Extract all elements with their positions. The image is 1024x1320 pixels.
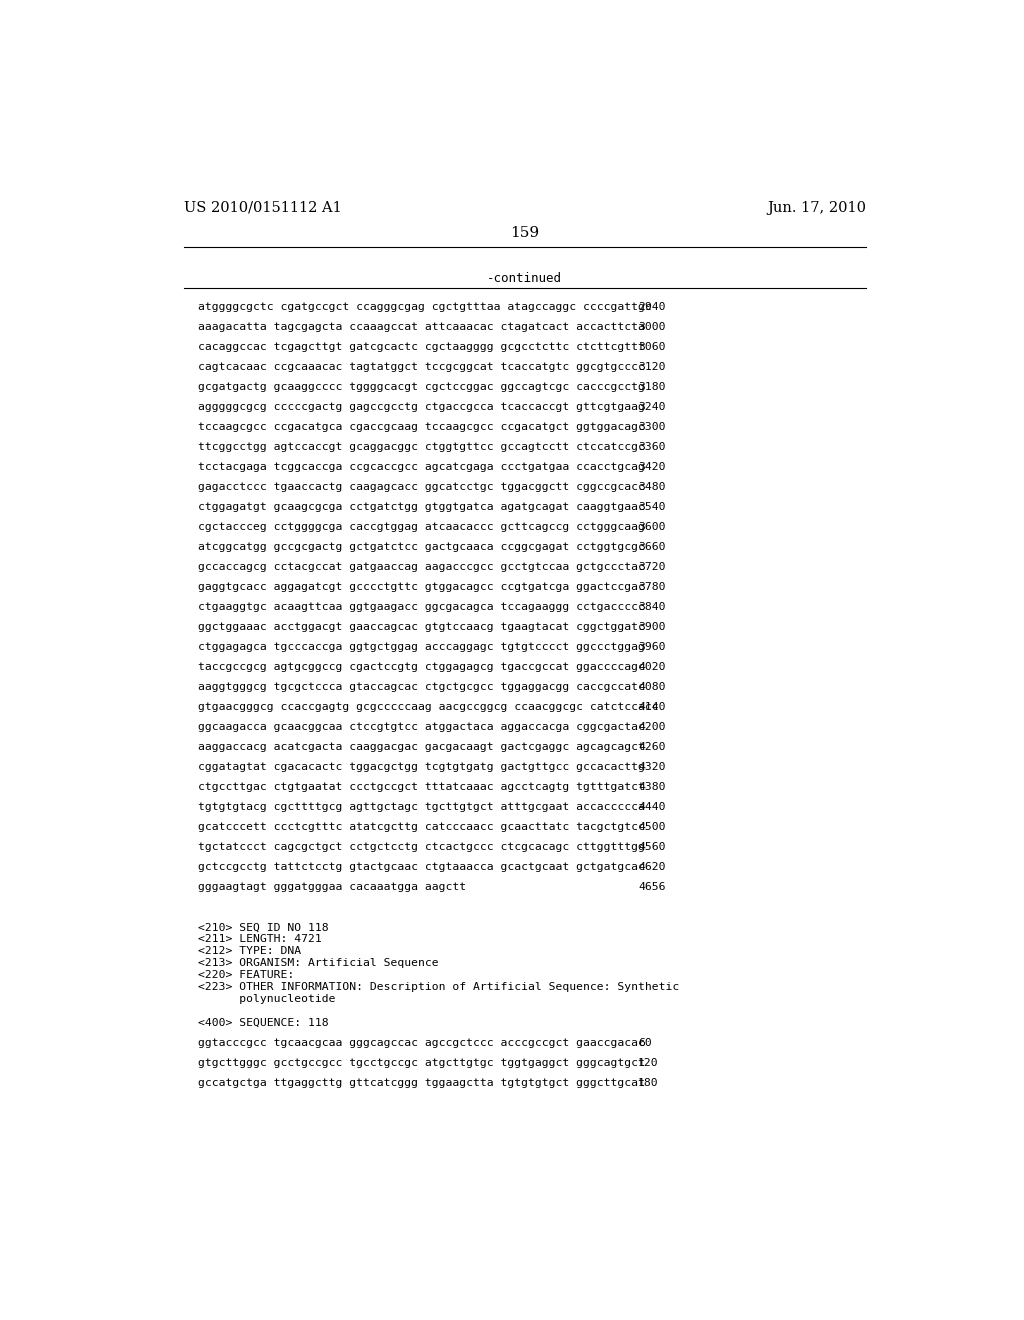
Text: ctgaaggtgc acaagttcaa ggtgaagacc ggcgacagca tccagaaggg cctgaccccc: ctgaaggtgc acaagttcaa ggtgaagacc ggcgaca… <box>198 602 645 612</box>
Text: ggctggaaac acctggacgt gaaccagcac gtgtccaacg tgaagtacat cggctggatc: ggctggaaac acctggacgt gaaccagcac gtgtcca… <box>198 622 645 632</box>
Text: 2940: 2940 <box>638 302 666 312</box>
Text: atggggcgctc cgatgccgct ccagggcgag cgctgtttaa atagccaggc ccccgattgc: atggggcgctc cgatgccgct ccagggcgag cgctgt… <box>198 302 651 312</box>
Text: 3360: 3360 <box>638 442 666 451</box>
Text: cgctaccceg cctggggcga caccgtggag atcaacaccc gcttcagccg cctgggcaag: cgctaccceg cctggggcga caccgtggag atcaaca… <box>198 521 645 532</box>
Text: aaagacatta tagcgagcta ccaaagccat attcaaacac ctagatcact accacttcta: aaagacatta tagcgagcta ccaaagccat attcaaa… <box>198 322 645 331</box>
Text: 4080: 4080 <box>638 682 666 692</box>
Text: 120: 120 <box>638 1059 658 1068</box>
Text: 4380: 4380 <box>638 781 666 792</box>
Text: 4140: 4140 <box>638 702 666 711</box>
Text: aaggtgggcg tgcgctccca gtaccagcac ctgctgcgcc tggaggacgg caccgccatc: aaggtgggcg tgcgctccca gtaccagcac ctgctgc… <box>198 682 645 692</box>
Text: ttcggcctgg agtccaccgt gcaggacggc ctggtgttcc gccagtcctt ctccatccgc: ttcggcctgg agtccaccgt gcaggacggc ctggtgt… <box>198 442 645 451</box>
Text: Jun. 17, 2010: Jun. 17, 2010 <box>767 201 866 215</box>
Text: 4020: 4020 <box>638 663 666 672</box>
Text: 60: 60 <box>638 1038 651 1048</box>
Text: <212> TYPE: DNA: <212> TYPE: DNA <box>198 946 301 956</box>
Text: 3720: 3720 <box>638 562 666 572</box>
Text: 3600: 3600 <box>638 521 666 532</box>
Text: ggcaagacca gcaacggcaa ctccgtgtcc atggactaca aggaccacga cggcgactac: ggcaagacca gcaacggcaa ctccgtgtcc atggact… <box>198 722 645 733</box>
Text: tccaagcgcc ccgacatgca cgaccgcaag tccaagcgcc ccgacatgct ggtggacagc: tccaagcgcc ccgacatgca cgaccgcaag tccaagc… <box>198 422 645 432</box>
Text: tgtgtgtacg cgcttttgcg agttgctagc tgcttgtgct atttgcgaat accaccccca: tgtgtgtacg cgcttttgcg agttgctagc tgcttgt… <box>198 803 645 812</box>
Text: 3780: 3780 <box>638 582 666 591</box>
Text: gcatcccett ccctcgtttc atatcgcttg catcccaacc gcaacttatc tacgctgtcc: gcatcccett ccctcgtttc atatcgcttg catccca… <box>198 822 645 832</box>
Text: ggtacccgcc tgcaacgcaa gggcagccac agccgctccc acccgccgct gaaccgacac: ggtacccgcc tgcaacgcaa gggcagccac agccgct… <box>198 1038 645 1048</box>
Text: gccatgctga ttgaggcttg gttcatcggg tggaagctta tgtgtgtgct gggcttgcat: gccatgctga ttgaggcttg gttcatcggg tggaagc… <box>198 1078 645 1088</box>
Text: 180: 180 <box>638 1078 658 1088</box>
Text: 3540: 3540 <box>638 502 666 512</box>
Text: 4620: 4620 <box>638 862 666 873</box>
Text: 3660: 3660 <box>638 543 666 552</box>
Text: 4656: 4656 <box>638 882 666 892</box>
Text: <213> ORGANISM: Artificial Sequence: <213> ORGANISM: Artificial Sequence <box>198 958 438 968</box>
Text: <220> FEATURE:: <220> FEATURE: <box>198 970 294 979</box>
Text: gctccgcctg tattctcctg gtactgcaac ctgtaaacca gcactgcaat gctgatgcac: gctccgcctg tattctcctg gtactgcaac ctgtaaa… <box>198 862 645 873</box>
Text: gaggtgcacc aggagatcgt gcccctgttc gtggacagcc ccgtgatcga ggactccgac: gaggtgcacc aggagatcgt gcccctgttc gtggaca… <box>198 582 645 591</box>
Text: 3060: 3060 <box>638 342 666 351</box>
Text: <210> SEQ ID NO 118: <210> SEQ ID NO 118 <box>198 923 329 932</box>
Text: ctggagatgt gcaagcgcga cctgatctgg gtggtgatca agatgcagat caaggtgaac: ctggagatgt gcaagcgcga cctgatctgg gtggtga… <box>198 502 645 512</box>
Text: 3420: 3420 <box>638 462 666 471</box>
Text: 3120: 3120 <box>638 362 666 372</box>
Text: 4560: 4560 <box>638 842 666 853</box>
Text: gggaagtagt gggatgggaa cacaaatgga aagctt: gggaagtagt gggatgggaa cacaaatgga aagctt <box>198 882 466 892</box>
Text: cagtcacaac ccgcaaacac tagtatggct tccgcggcat tcaccatgtc ggcgtgcccc: cagtcacaac ccgcaaacac tagtatggct tccgcgg… <box>198 362 645 372</box>
Text: 4500: 4500 <box>638 822 666 832</box>
Text: gcgatgactg gcaaggcccc tggggcacgt cgctccggac ggccagtcgc cacccgcctg: gcgatgactg gcaaggcccc tggggcacgt cgctccg… <box>198 381 645 392</box>
Text: 3300: 3300 <box>638 422 666 432</box>
Text: polynucleotide: polynucleotide <box>198 994 335 1003</box>
Text: ctgccttgac ctgtgaatat ccctgccgct tttatcaaac agcctcagtg tgtttgatct: ctgccttgac ctgtgaatat ccctgccgct tttatca… <box>198 781 645 792</box>
Text: 159: 159 <box>510 226 540 240</box>
Text: 4260: 4260 <box>638 742 666 752</box>
Text: 3960: 3960 <box>638 642 666 652</box>
Text: tcctacgaga tcggcaccga ccgcaccgcc agcatcgaga ccctgatgaa ccacctgcag: tcctacgaga tcggcaccga ccgcaccgcc agcatcg… <box>198 462 645 471</box>
Text: taccgccgcg agtgcggccg cgactccgtg ctggagagcg tgaccgccat ggaccccagc: taccgccgcg agtgcggccg cgactccgtg ctggaga… <box>198 663 645 672</box>
Text: 4200: 4200 <box>638 722 666 733</box>
Text: gtgaacgggcg ccaccgagtg gcgcccccaag aacgccggcg ccaacggcgc catctccacc: gtgaacgggcg ccaccgagtg gcgcccccaag aacgc… <box>198 702 658 711</box>
Text: gccaccagcg cctacgccat gatgaaccag aagacccgcc gcctgtccaa gctgccctac: gccaccagcg cctacgccat gatgaaccag aagaccc… <box>198 562 645 572</box>
Text: cacaggccac tcgagcttgt gatcgcactc cgctaagggg gcgcctcttc ctcttcgttt: cacaggccac tcgagcttgt gatcgcactc cgctaag… <box>198 342 645 351</box>
Text: atcggcatgg gccgcgactg gctgatctcc gactgcaaca ccggcgagat cctggtgcgc: atcggcatgg gccgcgactg gctgatctcc gactgca… <box>198 543 645 552</box>
Text: 3840: 3840 <box>638 602 666 612</box>
Text: gagacctccc tgaaccactg caagagcacc ggcatcctgc tggacggctt cggccgcacc: gagacctccc tgaaccactg caagagcacc ggcatcc… <box>198 482 645 492</box>
Text: agggggcgcg cccccgactg gagccgcctg ctgaccgcca tcaccaccgt gttcgtgaag: agggggcgcg cccccgactg gagccgcctg ctgaccg… <box>198 401 645 412</box>
Text: ctggagagca tgcccaccga ggtgctggag acccaggagc tgtgtcccct ggccctggag: ctggagagca tgcccaccga ggtgctggag acccagg… <box>198 642 645 652</box>
Text: -continued: -continued <box>487 272 562 285</box>
Text: gtgcttgggc gcctgccgcc tgcctgccgc atgcttgtgc tggtgaggct gggcagtgct: gtgcttgggc gcctgccgcc tgcctgccgc atgcttg… <box>198 1059 645 1068</box>
Text: cggatagtat cgacacactc tggacgctgg tcgtgtgatg gactgttgcc gccacacttg: cggatagtat cgacacactc tggacgctgg tcgtgtg… <box>198 762 645 772</box>
Text: tgctatccct cagcgctgct cctgctcctg ctcactgccc ctcgcacagc cttggtttgg: tgctatccct cagcgctgct cctgctcctg ctcactg… <box>198 842 645 853</box>
Text: 4440: 4440 <box>638 803 666 812</box>
Text: <223> OTHER INFORMATION: Description of Artificial Sequence: Synthetic: <223> OTHER INFORMATION: Description of … <box>198 982 679 991</box>
Text: <400> SEQUENCE: 118: <400> SEQUENCE: 118 <box>198 1018 329 1028</box>
Text: 3240: 3240 <box>638 401 666 412</box>
Text: aaggaccacg acatcgacta caaggacgac gacgacaagt gactcgaggc agcagcagct: aaggaccacg acatcgacta caaggacgac gacgaca… <box>198 742 645 752</box>
Text: 3180: 3180 <box>638 381 666 392</box>
Text: US 2010/0151112 A1: US 2010/0151112 A1 <box>183 201 342 215</box>
Text: 4320: 4320 <box>638 762 666 772</box>
Text: 3480: 3480 <box>638 482 666 492</box>
Text: <211> LENGTH: 4721: <211> LENGTH: 4721 <box>198 935 322 944</box>
Text: 3900: 3900 <box>638 622 666 632</box>
Text: 3000: 3000 <box>638 322 666 331</box>
